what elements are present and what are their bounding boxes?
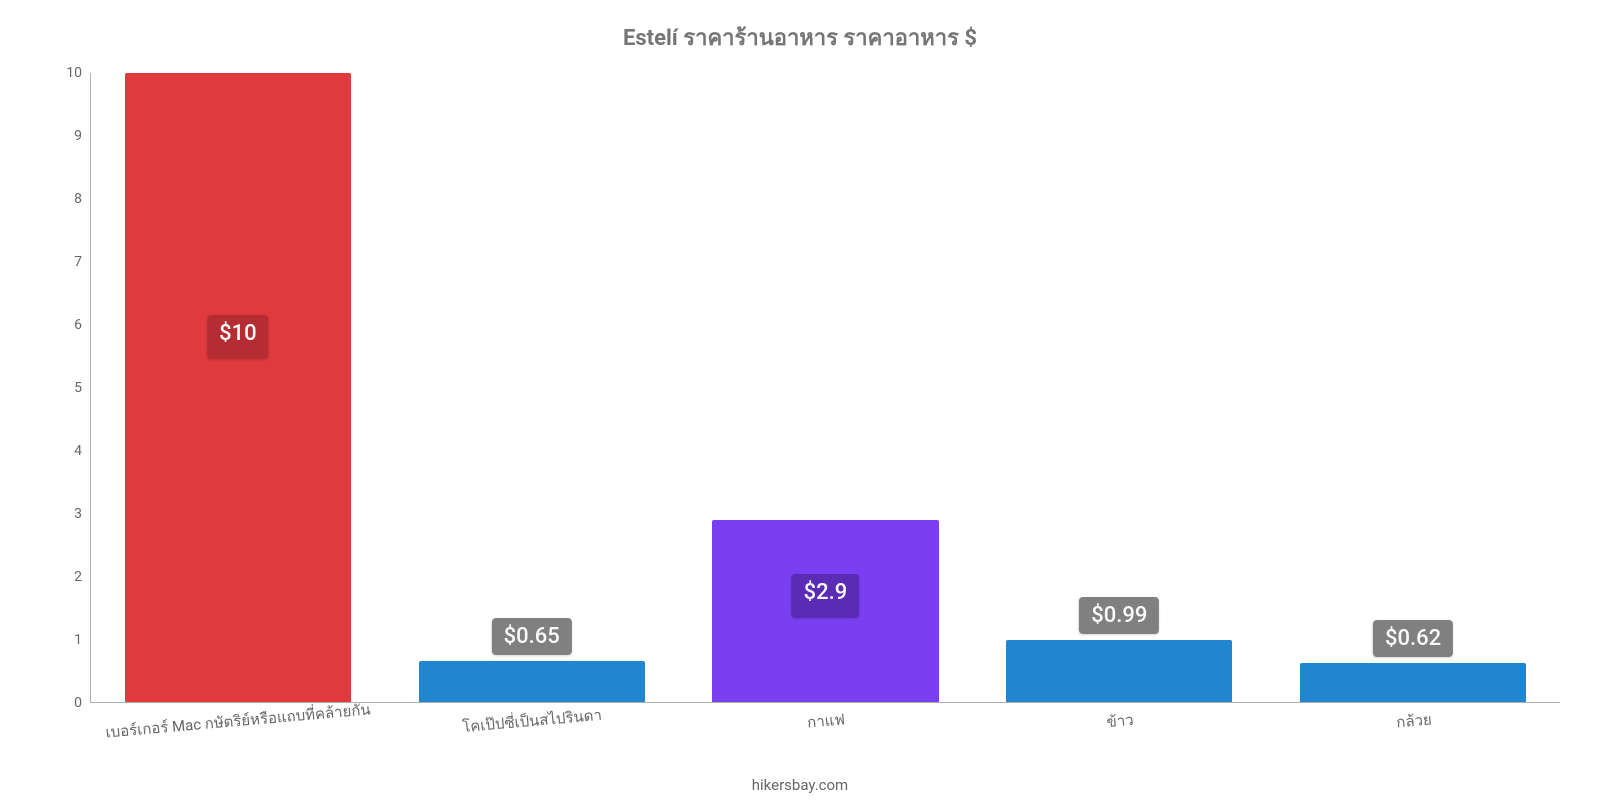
y-tick: 10 <box>40 65 82 81</box>
bars-layer: $10 $0.65 $2.9 $0.99 $0.62 <box>91 73 1560 702</box>
x-label: ข้าว <box>1105 708 1134 734</box>
credit-text: hikersbay.com <box>0 776 1600 794</box>
y-tick: 1 <box>40 632 82 648</box>
bar: $10 <box>125 73 351 702</box>
y-tick: 7 <box>40 254 82 270</box>
chart-title: Estelí ราคาร้านอาหาร ราคาอาหาร $ <box>40 20 1560 55</box>
bar: $0.65 <box>419 661 645 702</box>
x-slot: เบอร์เกอร์ Mac กษัตริย์หรือแถบที่คล้ายกั… <box>90 703 384 773</box>
y-tick: 6 <box>40 317 82 333</box>
x-label: โคเป๊ปซี่เป็นสไปรินดา <box>461 703 603 739</box>
y-tick: 4 <box>40 443 82 459</box>
y-axis: 012345678910 <box>40 73 90 703</box>
value-badge: $0.99 <box>1079 597 1159 634</box>
bar-slot: $0.62 <box>1266 73 1560 702</box>
bar: $0.99 <box>1006 640 1232 702</box>
y-tick: 2 <box>40 569 82 585</box>
x-axis: เบอร์เกอร์ Mac กษัตริย์หรือแถบที่คล้ายกั… <box>90 703 1560 773</box>
x-slot: กล้วย <box>1266 703 1560 773</box>
value-badge: $0.65 <box>492 618 572 655</box>
bar-slot: $10 <box>91 73 385 702</box>
x-label: กาแฟ <box>806 707 846 734</box>
y-tick: 0 <box>40 695 82 711</box>
y-tick: 3 <box>40 506 82 522</box>
plot-area: $10 $0.65 $2.9 $0.99 $0.62 <box>90 73 1560 703</box>
x-label: เบอร์เกอร์ Mac กษัตริย์หรือแถบที่คล้ายกั… <box>105 697 372 744</box>
bar: $0.62 <box>1300 663 1526 702</box>
x-slot: โคเป๊ปซี่เป็นสไปรินดา <box>384 703 678 773</box>
x-slot: ข้าว <box>972 703 1266 773</box>
bar-slot: $0.65 <box>385 73 679 702</box>
value-badge: $10 <box>207 315 269 359</box>
bar-slot: $2.9 <box>679 73 973 702</box>
value-badge: $0.62 <box>1373 620 1453 657</box>
y-tick: 5 <box>40 380 82 396</box>
bar-slot: $0.99 <box>972 73 1266 702</box>
bar: $2.9 <box>712 520 938 702</box>
x-slot: กาแฟ <box>678 703 972 773</box>
y-tick: 8 <box>40 191 82 207</box>
y-tick: 9 <box>40 128 82 144</box>
x-label: กล้วย <box>1395 707 1432 734</box>
plot-row: 012345678910 $10$0.65$2.9$0.99$0.62 <box>40 73 1560 703</box>
chart-container: Estelí ราคาร้านอาหาร ราคาอาหาร $ 0 1 2 3 4 5 6… <box>0 0 1600 800</box>
value-badge: $2.9 <box>792 574 860 618</box>
